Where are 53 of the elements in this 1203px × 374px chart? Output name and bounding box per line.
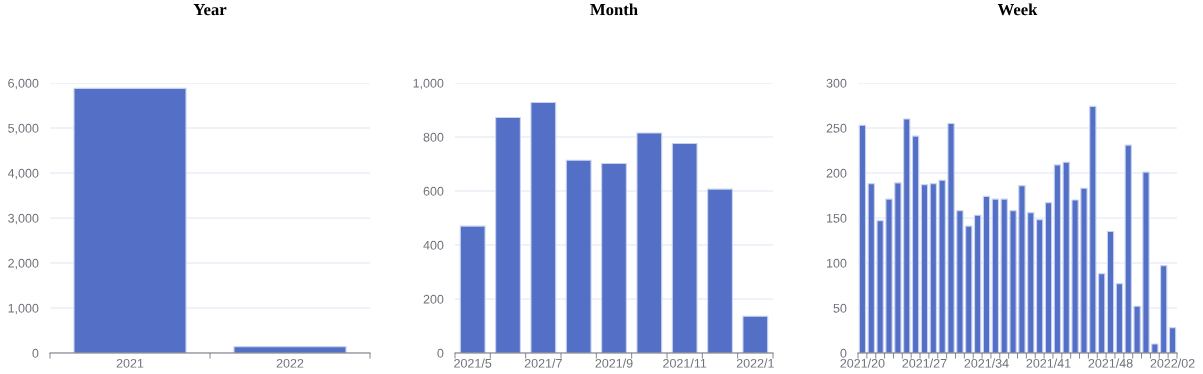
y-tick-label: 250 <box>826 123 847 133</box>
bar <box>911 135 920 353</box>
y-tick-label: 4,000 <box>7 168 39 180</box>
bar <box>1106 230 1115 353</box>
y-tick-label: 600 <box>423 186 444 196</box>
bar <box>707 188 733 353</box>
x-tick-label: 2021 <box>116 358 144 368</box>
bar <box>1044 202 1053 353</box>
bar <box>565 159 592 353</box>
y-tick-label: 400 <box>423 240 444 250</box>
bar <box>982 195 991 353</box>
bar <box>671 142 698 353</box>
y-tick-label: 0 <box>840 348 847 358</box>
x-tick-label: 2022/1 <box>736 358 774 368</box>
bar <box>530 101 557 353</box>
y-tick-label: 6,000 <box>8 78 39 90</box>
x-tick-label: 2021/11 <box>663 358 707 368</box>
bar <box>636 132 663 353</box>
bar <box>742 315 769 353</box>
y-tick-label: 100 <box>826 258 847 268</box>
y-tick-label: 0 <box>32 348 39 358</box>
x-tick-label: 2021/5 <box>454 358 492 368</box>
x-tick-label: 2021/9 <box>595 358 633 368</box>
chart-title: Week <box>997 3 1038 16</box>
bar <box>459 225 486 353</box>
y-tick-label: 3,000 <box>8 213 39 225</box>
bar <box>495 117 521 353</box>
y-tick-label: 1,000 <box>413 78 444 90</box>
x-tick-label: 2021/48 <box>1088 358 1133 368</box>
y-tick-label: 2,000 <box>8 258 39 270</box>
x-tick-label: 2021/41 <box>1026 358 1071 368</box>
x-tick-label: 2021/27 <box>902 358 947 368</box>
x-tick-label: 2021/20 <box>840 358 885 368</box>
bar <box>1168 327 1177 353</box>
bar <box>1115 283 1124 353</box>
chart-title: Month <box>590 3 638 16</box>
y-tick-label: 300 <box>826 78 847 88</box>
bar <box>601 162 627 353</box>
chart-title: Year <box>193 4 227 16</box>
x-tick-label: 2022/02 <box>1150 358 1195 368</box>
y-tick-label: 200 <box>423 294 444 304</box>
bar <box>920 184 929 353</box>
y-tick-label: 5,000 <box>8 123 39 135</box>
y-tick-label: 200 <box>826 168 847 178</box>
y-tick-label: 150 <box>826 213 847 223</box>
y-tick-label: 1,000 <box>8 303 39 315</box>
x-tick-label: 2022 <box>276 358 304 368</box>
x-tick-label: 2021/7 <box>524 358 562 368</box>
y-tick-label: 0 <box>437 348 444 358</box>
bar <box>858 124 867 353</box>
y-tick-label: 50 <box>833 303 847 313</box>
y-tick-label: 800 <box>423 132 444 142</box>
x-tick-label: 2021/34 <box>964 358 1009 368</box>
